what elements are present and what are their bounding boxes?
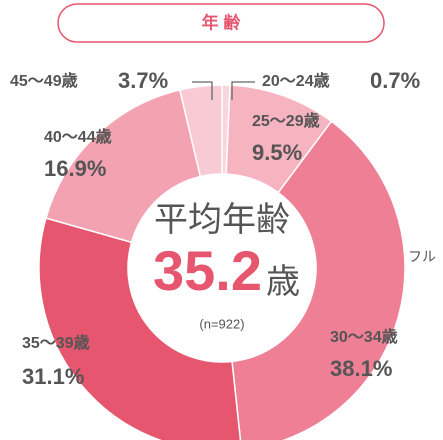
- value-label: 16.9%: [44, 156, 106, 181]
- value-label: 0.7%: [370, 68, 420, 93]
- category-label: 45〜49歳: [10, 71, 78, 90]
- category-label: 30〜34歳: [330, 327, 398, 346]
- average-unit: 歳: [266, 263, 300, 301]
- category-label: 20〜24歳: [262, 71, 330, 90]
- average-value: 35.2: [153, 239, 262, 302]
- sample-size: (n=922): [199, 316, 244, 331]
- value-label: 38.1%: [330, 356, 392, 381]
- donut-segment: [38, 217, 242, 440]
- donut-segment: [178, 84, 223, 178]
- donut-segment: [231, 120, 406, 440]
- center-label: 平均年齢: [154, 201, 290, 239]
- side-text: フル: [408, 249, 436, 265]
- leader-line: [192, 81, 213, 100]
- title-pill: [57, 3, 385, 43]
- donut-segment: [45, 89, 202, 244]
- chart-title: 年 齢: [202, 12, 242, 32]
- category-label: 25〜29歳: [252, 111, 320, 130]
- value-label: 9.5%: [252, 140, 302, 165]
- category-label: 35〜39歳: [22, 333, 90, 352]
- leader-line: [231, 81, 255, 100]
- category-label: 40〜44歳: [44, 127, 112, 146]
- value-label: 3.7%: [118, 68, 168, 93]
- value-label: 31.1%: [22, 364, 84, 389]
